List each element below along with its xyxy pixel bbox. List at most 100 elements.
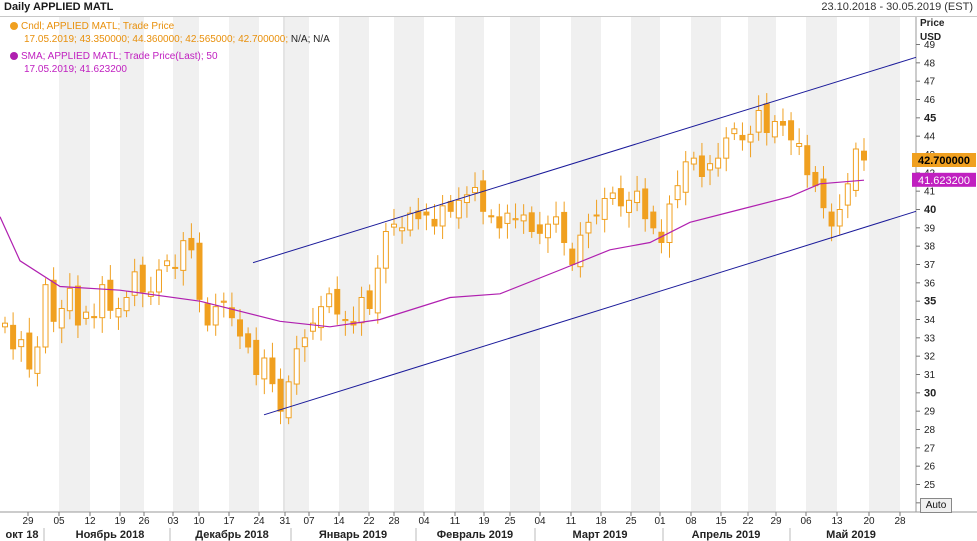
x-tick-label: 25: [625, 516, 637, 527]
candle-body: [715, 157, 722, 169]
candle-body: [779, 121, 786, 126]
y-tick-label: 38: [924, 242, 936, 253]
candle-body: [828, 211, 835, 227]
x-tick-label: 18: [595, 516, 607, 527]
week-band: [571, 17, 601, 512]
y-tick-label: 25: [924, 480, 936, 491]
x-tick-label: 07: [303, 516, 315, 527]
candle-series-icon[interactable]: [10, 22, 18, 30]
x-tick-label: 06: [800, 516, 812, 527]
candle-body: [261, 357, 268, 380]
candle-body: [674, 185, 681, 201]
candle-body: [852, 148, 859, 191]
candle-body: [10, 324, 17, 350]
y-tick-label: 36: [924, 278, 936, 289]
candle-body: [374, 267, 381, 314]
candle-body: [788, 120, 795, 141]
candle-body: [496, 216, 503, 229]
candle-body: [18, 339, 25, 348]
x-month-label: Ноябрь 2018: [76, 529, 145, 541]
x-tick-label: 12: [84, 516, 96, 527]
candle-body: [220, 300, 227, 303]
candle-body: [553, 216, 560, 225]
x-tick-label: 08: [685, 516, 697, 527]
candle-body: [747, 133, 754, 143]
candle-body: [423, 211, 430, 216]
y-tick-label: 49: [924, 40, 936, 51]
y-tick-label: 35: [924, 296, 936, 308]
candle-body: [253, 339, 260, 375]
last-price-label: 42.700000: [918, 155, 970, 167]
candle-body: [26, 332, 33, 370]
x-month-label: окт 18: [6, 529, 39, 541]
y-tick-label: 41: [924, 187, 936, 198]
last-price-tag: [912, 153, 976, 167]
candle-body: [196, 242, 203, 300]
week-band: [510, 17, 540, 512]
y-tick-label: 39: [924, 223, 936, 234]
candle-body: [480, 180, 487, 212]
candle-body: [83, 311, 90, 319]
sma-series-icon[interactable]: [10, 52, 18, 60]
x-tick-label: 26: [138, 516, 150, 527]
candle-body: [593, 214, 600, 217]
y-tick-label: 46: [924, 95, 936, 106]
candle-body: [536, 224, 543, 234]
week-band: [691, 17, 721, 512]
x-tick-label: 17: [223, 516, 235, 527]
x-tick-label: 13: [831, 516, 843, 527]
candle-body: [820, 178, 827, 209]
x-month-label: Март 2019: [573, 529, 628, 541]
candle-body: [836, 209, 843, 227]
y-tick-label: 32: [924, 352, 936, 363]
candle-body: [601, 198, 608, 220]
x-tick-label: 05: [53, 516, 65, 527]
candle-body: [318, 306, 325, 329]
x-tick-label: 28: [388, 516, 400, 527]
x-tick-label: 25: [504, 516, 516, 527]
candle-body: [172, 266, 179, 269]
x-tick-label: 10: [193, 516, 205, 527]
candle-body: [447, 200, 454, 212]
candle-body: [804, 145, 811, 176]
y-tick-label: 30: [924, 387, 936, 399]
candle-body: [50, 279, 57, 322]
candle-body: [42, 284, 49, 348]
sma-legend-values: 17.05.2019; 41.623200: [24, 64, 127, 75]
candle-legend-values: 17.05.2019; 43.350000; 44.360000; 42.565…: [24, 34, 289, 45]
candle-body: [204, 303, 211, 326]
candle-body: [58, 308, 65, 329]
x-month-label: Январь 2019: [319, 529, 387, 541]
candle-body: [763, 103, 770, 134]
candle-body: [520, 214, 527, 222]
price-axis-label: Price: [920, 18, 945, 29]
x-tick-label: 04: [418, 516, 430, 527]
candle-body: [309, 322, 316, 332]
candle-body: [66, 287, 73, 312]
candle-body: [358, 297, 365, 324]
candle-body: [585, 221, 592, 234]
y-tick-label: 26: [924, 462, 936, 473]
candle-body: [107, 279, 114, 311]
sma-line: [0, 179, 865, 328]
y-tick-label: 45: [924, 112, 936, 124]
x-tick-label: 20: [863, 516, 875, 527]
x-tick-label: 11: [566, 516, 577, 527]
auto-scale-button[interactable]: Auto: [920, 498, 952, 513]
candle-body: [180, 240, 187, 271]
candle-body: [577, 234, 584, 268]
x-tick-label: 28: [894, 516, 906, 527]
candle-body: [431, 218, 438, 227]
x-month-label: Апрель 2019: [692, 529, 761, 541]
candle-body: [609, 192, 616, 199]
candle-body: [164, 260, 171, 267]
week-band: [748, 17, 776, 512]
candle-body: [625, 199, 632, 213]
date-range: 23.10.2018 - 30.05.2019 (EST): [821, 1, 973, 13]
candle-body: [650, 211, 657, 229]
x-tick-label: 14: [333, 516, 345, 527]
week-band: [631, 17, 660, 512]
candle-body: [796, 143, 803, 147]
candle-body: [771, 121, 778, 138]
